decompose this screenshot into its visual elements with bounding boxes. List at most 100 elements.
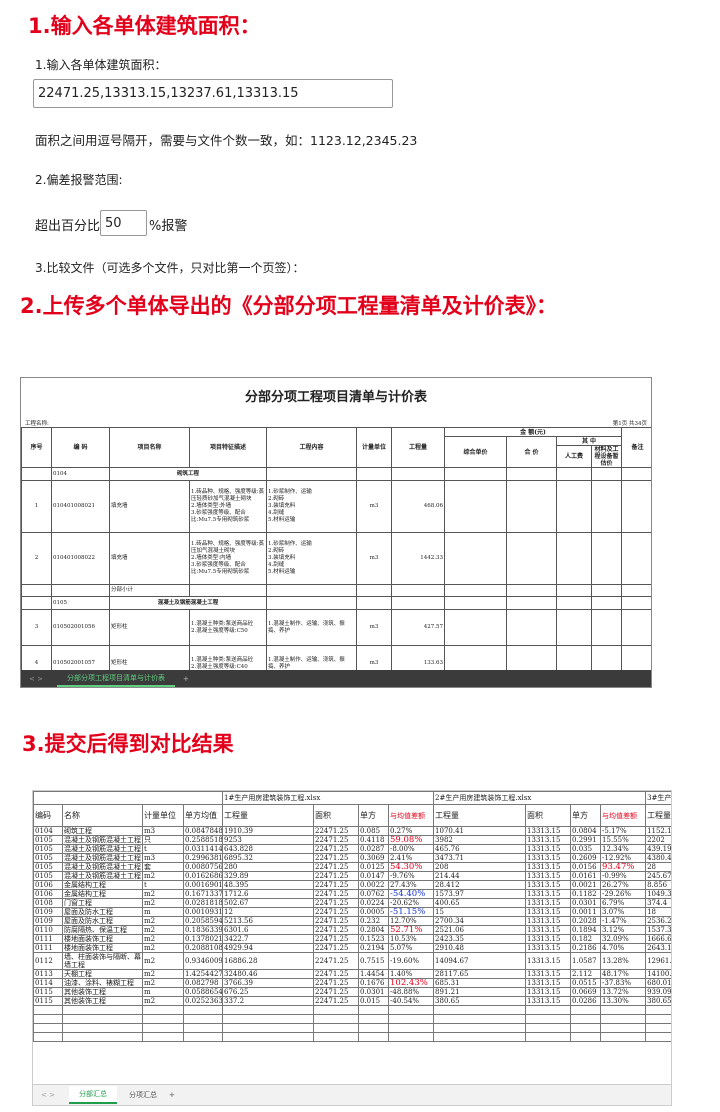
cell bbox=[142, 1032, 184, 1042]
cell: -40.54% bbox=[387, 996, 435, 1006]
cell: m3 bbox=[356, 532, 392, 585]
cell-line: 2.墙体类型:内墙 bbox=[191, 555, 232, 561]
cell: 0115 bbox=[33, 996, 63, 1006]
cell: 4929.94 bbox=[222, 943, 314, 953]
cell: 0105 bbox=[33, 844, 63, 854]
cell: 0.0080756 bbox=[183, 862, 223, 872]
cell: 22471.25 bbox=[313, 978, 359, 988]
cell: m3 bbox=[356, 480, 392, 533]
table-row: 0106 金属结构工程 m2 0.1671337 1712.6 22471.25 0.076… bbox=[33, 889, 671, 899]
cell: 010401008021 bbox=[51, 480, 110, 533]
cell: 214.44 bbox=[433, 871, 527, 881]
cell bbox=[645, 1032, 671, 1042]
column-header: 工程量 bbox=[433, 804, 527, 827]
cell: 金属结构工程 bbox=[62, 880, 143, 890]
cell bbox=[33, 1023, 63, 1033]
cell bbox=[590, 467, 623, 481]
table-row: 3 010502001056 矩形柱 1.混凝土种类:泵送商品砼 2.混凝土强度等级:C… bbox=[21, 609, 651, 646]
sheet-tab[interactable]: 分部汇总 bbox=[68, 1086, 117, 1104]
cell: 2643.15 bbox=[645, 943, 672, 953]
cell: 3.12% bbox=[600, 925, 647, 935]
cell bbox=[433, 1032, 527, 1042]
cell bbox=[645, 1014, 671, 1024]
cell: 13313.15 bbox=[525, 862, 572, 872]
sheet-tab[interactable]: 分项汇总 bbox=[128, 1091, 157, 1099]
cell bbox=[391, 584, 445, 597]
table-row: 0112 墙、柱面装饰与隔断、幕墙工程 m2 0.9346009 16886.28 224… bbox=[33, 952, 671, 970]
cell bbox=[506, 532, 557, 585]
cell bbox=[444, 596, 507, 610]
column-header: 单方 bbox=[570, 804, 602, 827]
cell bbox=[570, 1014, 602, 1024]
cell: 427.57 bbox=[391, 609, 445, 646]
cell: 22471.25 bbox=[313, 826, 359, 836]
cell: 468.06 bbox=[391, 480, 445, 533]
cell-line: 1.混凝土制作、运输、浇筑、振捣、养护 bbox=[268, 656, 345, 670]
cell: 1.4454 bbox=[358, 969, 389, 979]
cell: 12.34% bbox=[600, 844, 647, 854]
cell bbox=[21, 584, 52, 597]
cell: 54.30% bbox=[387, 862, 435, 872]
cell: 0.0281818 bbox=[183, 898, 223, 908]
cell: 0.0762 bbox=[358, 889, 389, 899]
cell: 102.43% bbox=[387, 978, 435, 988]
cell bbox=[556, 532, 592, 585]
cell bbox=[444, 584, 507, 597]
cell: 14100.8 bbox=[645, 969, 672, 979]
heading: 1.输入各单体建筑面积： bbox=[28, 14, 261, 38]
cell: 32.09% bbox=[600, 934, 647, 944]
cell: 1152.1 bbox=[645, 826, 672, 836]
cell: 13313.15 bbox=[525, 889, 572, 899]
cell: 0.0022 bbox=[358, 880, 389, 890]
cell bbox=[600, 1032, 647, 1042]
cell: 0.0301 bbox=[358, 987, 389, 997]
sheet-tab[interactable]: 分部分项工程项目清单与计价表 bbox=[56, 670, 175, 687]
cell: 22471.25 bbox=[313, 853, 359, 863]
cell: 只 bbox=[142, 835, 184, 845]
cell: 13313.15 bbox=[525, 934, 572, 944]
cell-line: 2.砌砖 bbox=[268, 548, 285, 554]
cell bbox=[600, 1023, 647, 1033]
cell: 2521.06 bbox=[433, 925, 527, 935]
cell bbox=[222, 1032, 314, 1042]
table-row: 0105 混凝土及钢筋混凝土工程 m2 0.0162686 329.89 22471.25… bbox=[33, 871, 671, 881]
cell: 13313.15 bbox=[525, 907, 572, 917]
tab-bar: < > 分部分项工程项目清单与计价表 + bbox=[21, 670, 651, 687]
cell: 13313.15 bbox=[525, 853, 572, 863]
cell: 0.182 bbox=[570, 934, 602, 944]
cell bbox=[590, 532, 623, 585]
cell: 0106 bbox=[33, 880, 63, 890]
cell: -54.40% bbox=[387, 889, 435, 899]
page-number: 第1页 共34页 bbox=[612, 421, 647, 427]
table-row: 0111 楼地面装饰工程 m2 0.1378021 3422.7 22471.25 0.15… bbox=[33, 934, 671, 944]
cell: 0115 bbox=[33, 987, 63, 997]
cell: 22471.25 bbox=[313, 871, 359, 881]
cell: 0.2028 bbox=[570, 916, 602, 926]
cell bbox=[387, 1014, 435, 1024]
cell: 0.1894 bbox=[570, 925, 602, 935]
cell: 0.2194 bbox=[358, 943, 389, 953]
cell: 0109 bbox=[33, 916, 63, 926]
cell: 13.30% bbox=[600, 996, 647, 1006]
table-row: 0105 混凝土及钢筋混凝土工程 m3 0.2996381 6895.32 22471.2… bbox=[33, 853, 671, 863]
cell bbox=[506, 584, 557, 597]
cell bbox=[183, 1014, 223, 1024]
cell: 3 bbox=[21, 609, 52, 646]
cell: -20.62% bbox=[387, 898, 435, 908]
cell: 6.79% bbox=[600, 898, 647, 908]
cell: 15 bbox=[433, 907, 527, 917]
cell: 0112 bbox=[33, 952, 63, 970]
cell-line: 3.装填充料 bbox=[268, 555, 296, 561]
cell bbox=[556, 467, 592, 481]
cell bbox=[391, 596, 445, 610]
cell: 13313.15 bbox=[525, 826, 572, 836]
area-input[interactable]: 22471.25,13313.15,13237.61,13313.15 bbox=[33, 79, 393, 108]
cell: m2 bbox=[142, 925, 184, 935]
percent-input[interactable]: 50 bbox=[100, 210, 147, 236]
cell: 1.砖品种、规格、强度等级:蒸压加气混凝土砌块 2.墙体类型:内墙 3.砂浆强度等级… bbox=[189, 532, 267, 585]
cell-line: 1.砂浆制作、运输 bbox=[268, 541, 312, 547]
cell: 1910.39 bbox=[222, 826, 314, 836]
cell: 屋面及防水工程 bbox=[62, 916, 143, 926]
cell: 0106 bbox=[33, 889, 63, 899]
cell: 13313.15 bbox=[525, 835, 572, 845]
